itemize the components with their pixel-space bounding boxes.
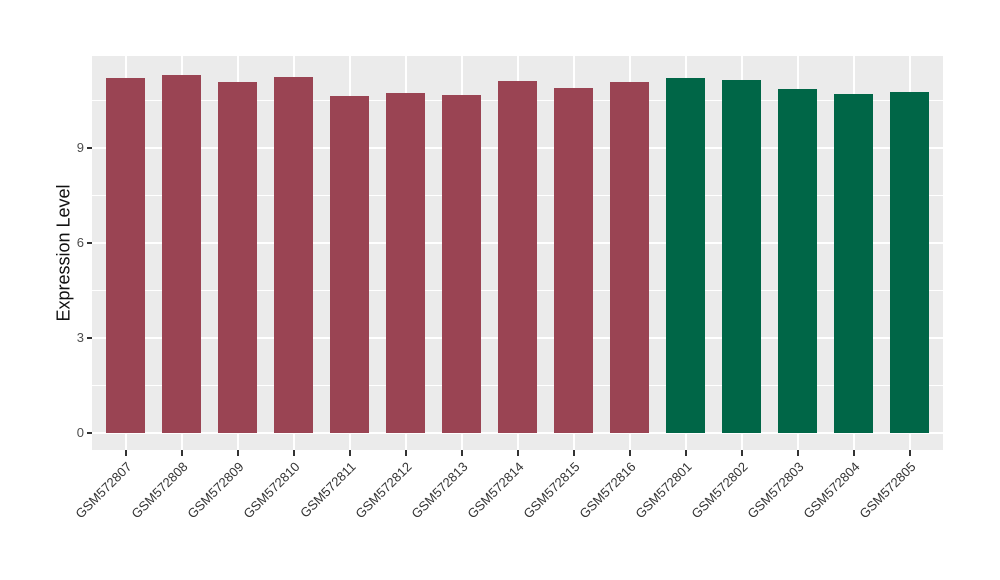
y-tick-mark — [87, 432, 92, 434]
y-tick-label: 6 — [76, 234, 84, 250]
x-tick-label: GSM572811 — [296, 459, 359, 521]
x-tick-label: GSM572805 — [855, 459, 919, 522]
x-tick-mark — [460, 450, 463, 456]
x-tick-mark — [740, 450, 743, 456]
x-tick-mark — [404, 450, 407, 456]
x-tick-label: GSM572809 — [183, 459, 247, 522]
bar-GSM572811 — [330, 96, 370, 433]
y-axis-title: Expression Level — [53, 184, 74, 322]
y-tick-mark — [87, 241, 92, 244]
bar-GSM572808 — [162, 75, 202, 433]
x-tick-mark — [236, 450, 239, 456]
x-tick-mark — [684, 450, 687, 456]
x-tick-mark — [348, 450, 351, 456]
x-tick-mark — [516, 450, 519, 456]
x-tick-label: GSM572803 — [743, 459, 807, 522]
x-tick-mark — [292, 450, 295, 456]
y-tick-mark — [87, 336, 92, 339]
x-tick-label: GSM572812 — [351, 459, 415, 522]
x-tick-label: GSM572808 — [127, 459, 191, 522]
bar-GSM572813 — [442, 95, 482, 433]
x-tick-label: GSM572802 — [687, 459, 751, 522]
x-tick-label: GSM572815 — [519, 459, 583, 522]
bar-GSM572814 — [498, 80, 538, 433]
y-tick-label: 3 — [76, 329, 84, 345]
bar-GSM572810 — [274, 77, 314, 433]
y-tick-label: 0 — [76, 425, 84, 440]
bar-GSM572801 — [666, 78, 706, 433]
x-tick-mark — [572, 450, 575, 456]
bar-GSM572809 — [218, 82, 258, 433]
bar-GSM572815 — [554, 88, 594, 433]
bar-GSM572804 — [834, 94, 874, 433]
x-tick-label: GSM572810 — [239, 459, 303, 522]
x-tick-mark — [628, 450, 631, 456]
x-tick-mark — [908, 450, 911, 456]
plot-panel — [92, 56, 943, 450]
x-tick-mark — [852, 450, 855, 456]
bar-GSM572807 — [106, 78, 146, 433]
x-tick-label: GSM572816 — [575, 459, 639, 522]
y-tick-label: 9 — [76, 139, 84, 155]
x-tick-label: GSM572801 — [631, 459, 695, 522]
bar-GSM572802 — [722, 79, 762, 433]
bar-GSM572816 — [610, 82, 650, 433]
x-tick-mark — [180, 450, 183, 456]
x-tick-label: GSM572814 — [463, 459, 527, 522]
x-tick-label: GSM572813 — [407, 459, 471, 522]
y-tick-mark — [87, 146, 92, 149]
x-tick-label: GSM572807 — [71, 459, 135, 522]
x-tick-mark — [796, 450, 799, 456]
bar-GSM572805 — [890, 91, 930, 433]
bar-GSM572812 — [386, 92, 426, 433]
x-tick-label: GSM572804 — [799, 459, 863, 522]
bar-GSM572803 — [778, 89, 818, 433]
x-tick-mark — [124, 450, 127, 456]
